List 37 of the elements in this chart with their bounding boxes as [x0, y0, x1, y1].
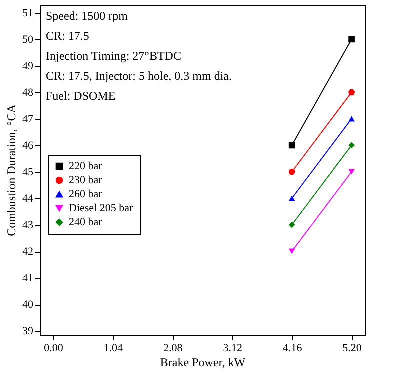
point [348, 142, 355, 149]
y-tick-label: 46 [22, 140, 34, 152]
y-tick-label: 40 [22, 299, 34, 312]
annotation: Injection Timing: 27°BTDC [46, 49, 182, 63]
legend-label: 230 bar [69, 174, 103, 186]
x-tick-label: 0.00 [44, 342, 64, 354]
x-axis-title: Brake Power, kW [160, 356, 246, 370]
annotation: Speed: 1500 rpm [46, 9, 129, 23]
y-tick-label: 39 [22, 326, 34, 338]
legend-label: 260 bar [69, 188, 103, 200]
annotation: Fuel: DSOME [46, 89, 116, 103]
point [288, 222, 296, 228]
legend-label: 220 bar [69, 160, 103, 172]
y-tick-label: 44 [22, 192, 34, 205]
y-tick-label: 47 [22, 113, 34, 126]
y-tick-label: 45 [22, 166, 34, 178]
y-axis-title: Combustion Duration, °CA [4, 104, 18, 236]
point [348, 89, 355, 96]
y-tick-label: 41 [22, 272, 34, 285]
point [348, 36, 355, 43]
x-tick-label: 5.20 [342, 342, 362, 354]
y-tick-label: 43 [22, 220, 34, 232]
legend-label: 240 bar [69, 216, 103, 228]
x-tick-label: 2.08 [164, 342, 184, 354]
annotation: CR: 17.5 [46, 29, 90, 43]
annotation: CR: 17.5, Injector: 5 hole, 0.3 mm dia. [46, 69, 232, 83]
y-tick-label: 50 [22, 34, 34, 46]
point [288, 142, 296, 149]
x-tick-label: 4.16 [282, 342, 303, 354]
legend-label: Diesel 205 bar [69, 202, 134, 214]
x-tick-label: 3.12 [223, 342, 242, 354]
y-tick-label: 42 [22, 246, 34, 258]
y-tick-label: 49 [22, 60, 34, 72]
y-tick-label: 51 [22, 7, 34, 20]
x-tick-label: 1.04 [104, 342, 124, 354]
point [288, 168, 296, 176]
y-tick-label: 48 [22, 86, 34, 99]
